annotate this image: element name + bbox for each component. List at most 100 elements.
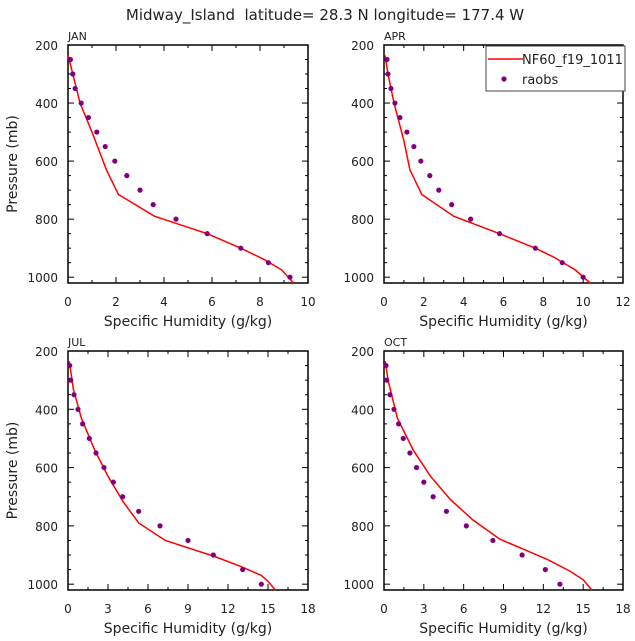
- x-tick-label: 2: [420, 295, 428, 309]
- y-tick-label: 1000: [343, 578, 374, 592]
- raobs-point: [449, 202, 455, 208]
- x-tick-label: 12: [615, 295, 630, 309]
- x-tick-label: 9: [500, 602, 508, 616]
- x-tick-label: 12: [536, 602, 551, 616]
- y-tick-label: 400: [351, 403, 374, 417]
- legend: NF60_f19_1011 raobs: [485, 45, 626, 92]
- y-tick-label: 200: [351, 39, 374, 53]
- raobs-point: [413, 464, 420, 471]
- y-tick-label: 200: [351, 345, 374, 359]
- y-tick-label: 600: [35, 155, 58, 169]
- raobs-point: [463, 523, 469, 529]
- y-tick-label: 800: [35, 213, 58, 227]
- y-tick-label: 200: [35, 39, 58, 53]
- legend-obs-marker: [501, 76, 507, 82]
- x-tick-label: 3: [420, 602, 428, 616]
- y-tick-label: 600: [351, 155, 374, 169]
- legend-model-label: NF60_f19_1011: [522, 53, 623, 68]
- panel-oct: OCT 0 3 6 9 12 15 18 200 400 600 800 1000 Specific Hu…: [343, 336, 630, 637]
- raobs-point: [411, 143, 417, 150]
- raobs-point: [542, 566, 548, 573]
- y-tick-label: 400: [35, 97, 58, 111]
- panel-title: JAN: [67, 30, 87, 43]
- raobs-point: [559, 260, 565, 266]
- y-tick-label: 800: [351, 520, 374, 534]
- x-tick-label: 18: [300, 602, 315, 616]
- x-tick-label: 6: [208, 295, 216, 309]
- raobs-point: [75, 406, 81, 412]
- raobs-point: [400, 435, 406, 442]
- y-tick-label: 1000: [27, 578, 58, 592]
- raobs-point: [71, 392, 77, 398]
- raobs-point: [265, 260, 271, 266]
- x-tick-label: 10: [300, 295, 315, 309]
- raobs-point: [407, 450, 413, 456]
- x-tick-label: 0: [64, 602, 72, 616]
- raobs-point: [519, 552, 525, 558]
- y-tick-label: 1000: [343, 271, 374, 285]
- raobs-point: [173, 216, 179, 222]
- raobs-point: [240, 566, 246, 573]
- raobs-point: [85, 114, 91, 121]
- raobs-point: [496, 231, 503, 237]
- y-tick-label: 600: [35, 462, 58, 476]
- panel-apr: APR 0 2 4 6 8 10 12 200 400 600 800 1000 Specific Hum…: [343, 30, 630, 330]
- raobs-point: [418, 158, 424, 164]
- raobs-point: [157, 523, 163, 529]
- raobs-point: [443, 508, 450, 514]
- raobs-point: [204, 231, 210, 237]
- panel-title: OCT: [384, 336, 407, 349]
- model-line: [67, 55, 295, 284]
- raobs-point: [468, 216, 474, 222]
- x-tick-label: 8: [256, 295, 264, 309]
- x-tick-label: 6: [460, 602, 468, 616]
- raobs-point: [392, 100, 398, 106]
- x-tick-label: 0: [64, 295, 72, 309]
- raobs-point: [137, 187, 143, 193]
- raobs-point: [210, 552, 216, 558]
- x-tick-label: 8: [540, 295, 548, 309]
- raobs-point: [580, 274, 586, 280]
- x-tick-label: 6: [500, 295, 508, 309]
- raobs-point: [391, 406, 397, 412]
- plot-frame: [67, 350, 309, 591]
- raobs-point: [102, 143, 108, 150]
- raobs-point: [396, 421, 402, 427]
- x-tick-label: 18: [615, 602, 630, 616]
- x-axis-label: Specific Humidity (g/kg): [104, 314, 272, 330]
- raobs-point: [436, 187, 442, 193]
- y-axis-label: Pressure (mb): [5, 422, 21, 520]
- raobs-point: [427, 173, 433, 179]
- raobs-point: [80, 421, 86, 427]
- legend-box: [485, 45, 626, 92]
- raobs-point: [86, 435, 92, 442]
- raobs-point: [136, 508, 142, 514]
- y-tick-label: 600: [351, 462, 374, 476]
- raobs-point: [93, 450, 99, 456]
- x-tick-label: 0: [380, 295, 388, 309]
- model-line: [68, 361, 276, 591]
- raobs-point: [72, 85, 78, 92]
- x-tick-label: 2: [112, 295, 120, 309]
- raobs-point: [397, 114, 403, 121]
- raobs-point: [67, 362, 73, 369]
- raobs-point: [110, 479, 116, 485]
- raobs-point: [287, 274, 293, 280]
- x-tick-label: 4: [460, 295, 468, 309]
- raobs-point: [78, 100, 84, 106]
- x-tick-label: 12: [220, 602, 235, 616]
- raobs-point: [124, 173, 130, 179]
- raobs-point: [101, 464, 107, 471]
- x-tick-label: 4: [160, 295, 168, 309]
- raobs-point: [94, 129, 100, 135]
- x-axis-label: Specific Humidity (g/kg): [419, 621, 587, 637]
- raobs-point: [383, 362, 389, 369]
- y-axis-label: Pressure (mb): [5, 115, 21, 213]
- model-line: [384, 55, 591, 284]
- x-tick-label: 6: [144, 602, 152, 616]
- y-tick-label: 400: [351, 97, 374, 111]
- panel-title: APR: [384, 30, 406, 43]
- x-tick-label: 15: [576, 602, 591, 616]
- raobs-point: [385, 71, 391, 77]
